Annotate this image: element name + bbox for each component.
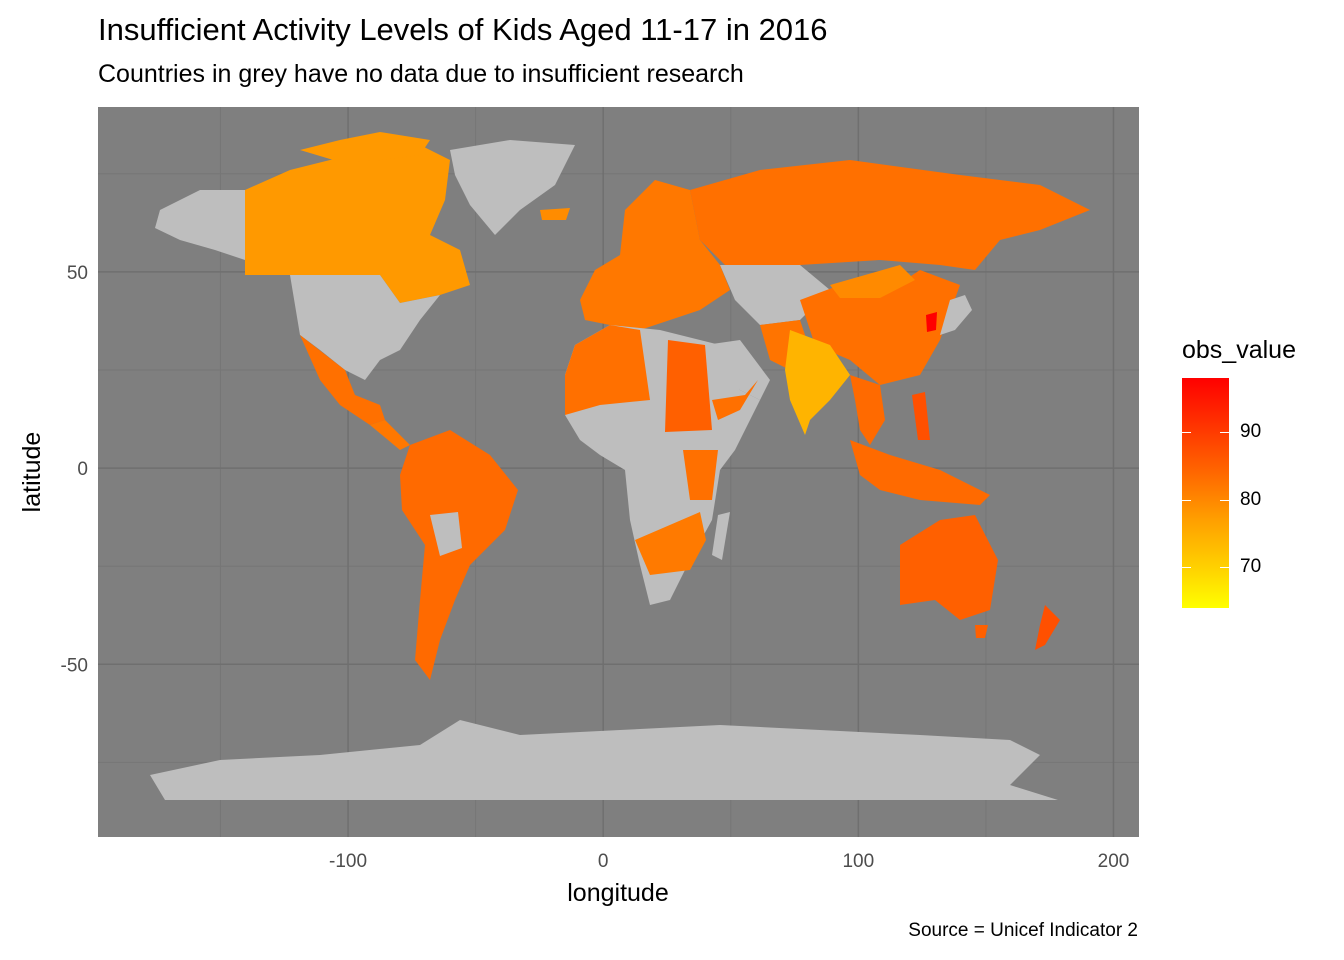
southeast-asia-region	[850, 375, 885, 445]
alaska-region	[155, 190, 245, 260]
china-region	[800, 270, 960, 385]
x-tick-label: 200	[1098, 851, 1130, 872]
legend-tick-mark	[1220, 499, 1229, 501]
legend-tick-label: 80	[1240, 488, 1262, 510]
y-tick-label: -50	[61, 655, 88, 676]
y-tick-label: 50	[67, 263, 88, 284]
russia-region	[690, 160, 1090, 270]
central-asia-region	[720, 265, 830, 325]
philippines-region	[912, 392, 930, 440]
x-tick-label: 100	[842, 851, 874, 872]
chart-caption: Source = Unicef Indicator 2	[908, 920, 1138, 941]
canada-region	[245, 145, 470, 303]
x-tick-label: 0	[598, 851, 609, 872]
legend-colorbar	[1182, 378, 1229, 608]
korea-region	[926, 312, 937, 332]
south-america-region	[400, 430, 518, 680]
legend-tick-label: 70	[1240, 556, 1262, 578]
x-axis-ticks: -100 0 100 200	[329, 851, 1129, 872]
new-zealand-region	[1035, 605, 1060, 650]
tasmania-region	[975, 625, 988, 638]
north-africa-west-region	[565, 325, 650, 415]
iceland-region	[540, 208, 570, 220]
europe-region	[580, 180, 730, 330]
central-america-region	[370, 420, 410, 450]
x-axis-title: longitude	[567, 879, 668, 907]
y-tick-label: 0	[77, 459, 88, 480]
legend-tick-label: 90	[1240, 421, 1262, 443]
world-landmass	[150, 132, 1090, 800]
australia-region	[900, 515, 998, 620]
mongolia-region	[830, 265, 915, 298]
legend-tick-mark	[1220, 567, 1229, 569]
southern-africa-region	[635, 512, 706, 575]
antarctica-region	[150, 720, 1058, 800]
madagascar-region	[712, 512, 730, 560]
chart-title: Insufficient Activity Levels of Kids Age…	[98, 12, 828, 47]
legend-tick-mark	[1182, 567, 1191, 569]
east-africa-region	[683, 450, 718, 500]
bolivia-region	[430, 512, 462, 556]
india-region	[785, 330, 850, 435]
egypt-sudan-region	[665, 340, 712, 432]
usa-region	[290, 275, 440, 380]
canada-arctic-islands	[300, 132, 430, 162]
mexico-region	[300, 335, 385, 425]
legend-tick-mark	[1220, 432, 1229, 434]
y-axis-ticks: -50 0 50	[61, 263, 88, 676]
y-axis-title: latitude	[18, 432, 46, 513]
greenland-region	[450, 140, 575, 235]
chart-subtitle: Countries in grey have no data due to in…	[98, 60, 744, 88]
legend-title: obs_value	[1182, 336, 1296, 364]
x-tick-label: -100	[329, 851, 367, 872]
yemen-oman-region	[712, 380, 758, 420]
legend-tick-mark	[1182, 499, 1191, 501]
indonesia-region	[850, 440, 990, 505]
japan-region	[940, 295, 972, 335]
legend-tick-mark	[1182, 432, 1191, 434]
